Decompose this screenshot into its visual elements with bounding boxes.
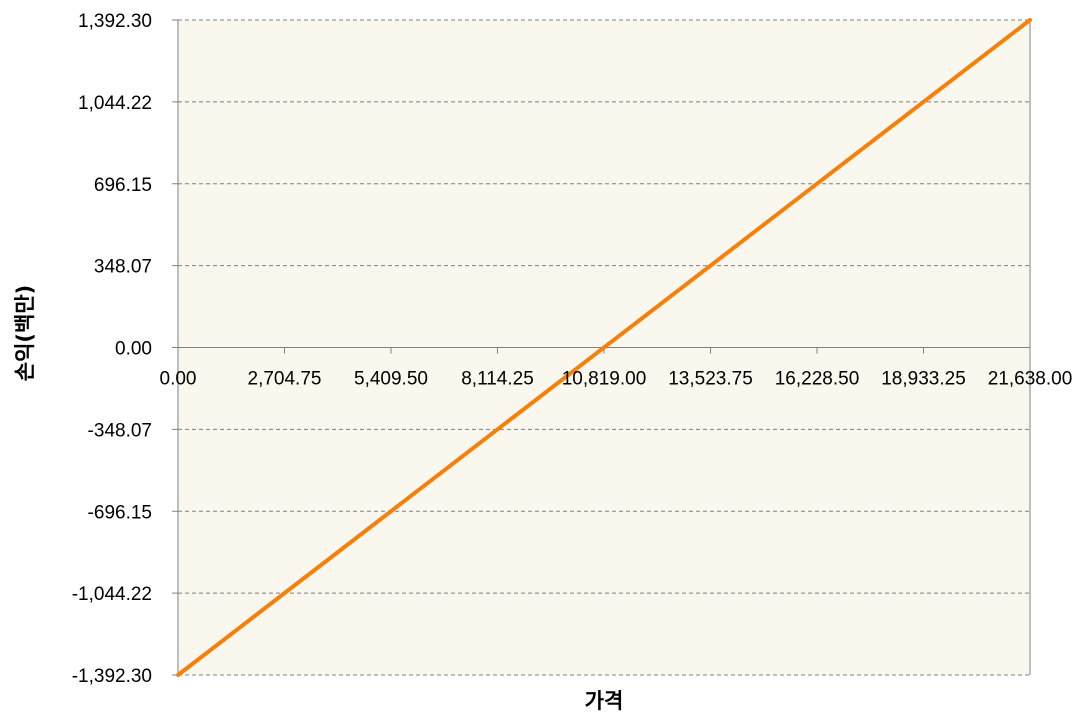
y-tick-label: 696.15 [94,175,152,196]
x-tick-label: 5,409.50 [354,369,428,390]
series-layer [176,18,1032,677]
y-tick-labels: 1,392.30 1,044.22 696.15 348.07 0.00 -348.07 -… [72,11,152,687]
x-tick-labels: 0.00 2,704.75 5,409.50 8,114.25 10,819.00 13,… [160,369,1073,390]
x-tick-label: 2,704.75 [248,369,322,390]
x-tick-label: 16,228.50 [775,369,860,390]
y-tick-label: -348.07 [88,420,152,441]
y-tick-label: 1,044.22 [78,93,152,114]
x-tick-label: 21,638.00 [988,369,1073,390]
x-tick-label: 10,819.00 [562,369,647,390]
x-tick-label: 18,933.25 [881,369,966,390]
y-tick-label: 1,392.30 [78,11,152,32]
axes [172,19,1031,676]
x-tick-label: 0.00 [160,369,197,390]
y-tick-label: 0.00 [115,339,152,360]
series-line [176,18,1032,677]
y-axis-title: 손익(백만) [13,285,37,381]
x-axis-title: 가격 [585,689,624,713]
x-tick-label: 8,114.25 [461,369,534,390]
y-tick-label: -1,392.30 [72,666,152,687]
y-tick-label: -696.15 [88,502,152,523]
y-tick-label: -1,044.22 [72,584,152,605]
x-tick-label: 13,523.75 [668,369,753,390]
y-tick-label: 348.07 [94,257,152,278]
